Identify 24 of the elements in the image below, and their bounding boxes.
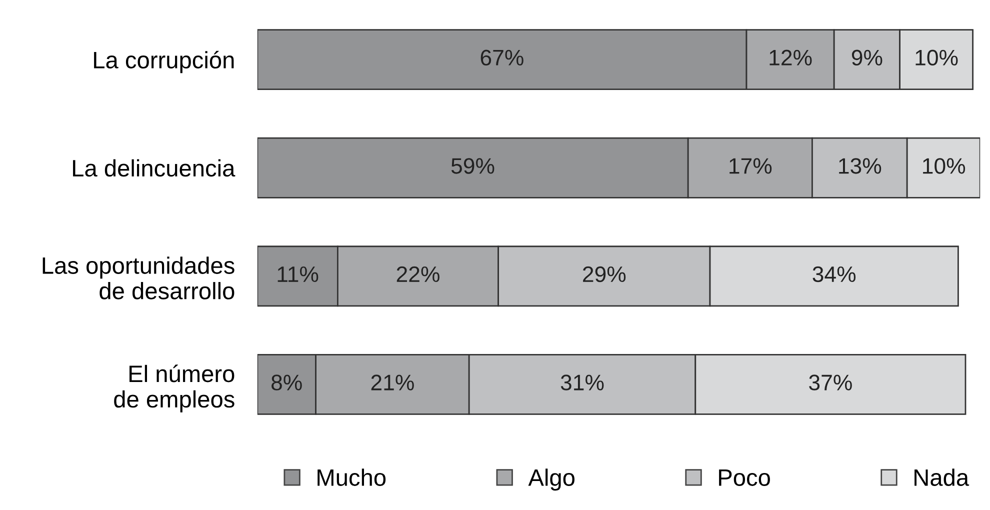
- data-label: 59%: [451, 158, 494, 174]
- data-label: 29%: [583, 266, 626, 282]
- legend-label: Mucho: [318, 468, 386, 486]
- data-label: 12%: [770, 50, 812, 66]
- data-label: 17%: [730, 158, 772, 174]
- data-label: 8%: [272, 374, 302, 390]
- legend-label: Poco: [719, 469, 770, 486]
- data-label: 22%: [396, 266, 440, 282]
- y-tick-label: La corrupción: [94, 50, 234, 74]
- y-tick-label: Las oportunidades de desarrollo: [42, 256, 234, 300]
- data-label: 10%: [923, 158, 966, 174]
- legend-label: Algo: [528, 468, 574, 491]
- data-label: 34%: [812, 266, 856, 282]
- y-tick-label: La delincuencia: [73, 159, 236, 177]
- data-label: 67%: [480, 50, 524, 66]
- data-label: 9%: [852, 50, 882, 66]
- data-label: 11%: [278, 266, 318, 282]
- y-tick-label: El número de empleos: [114, 364, 234, 412]
- data-label: 10%: [916, 50, 958, 66]
- data-label: 37%: [809, 374, 852, 390]
- data-label: 21%: [371, 374, 414, 390]
- data-label: 13%: [839, 158, 882, 174]
- legend-label: Nada: [914, 468, 970, 486]
- data-label: 31%: [560, 374, 604, 390]
